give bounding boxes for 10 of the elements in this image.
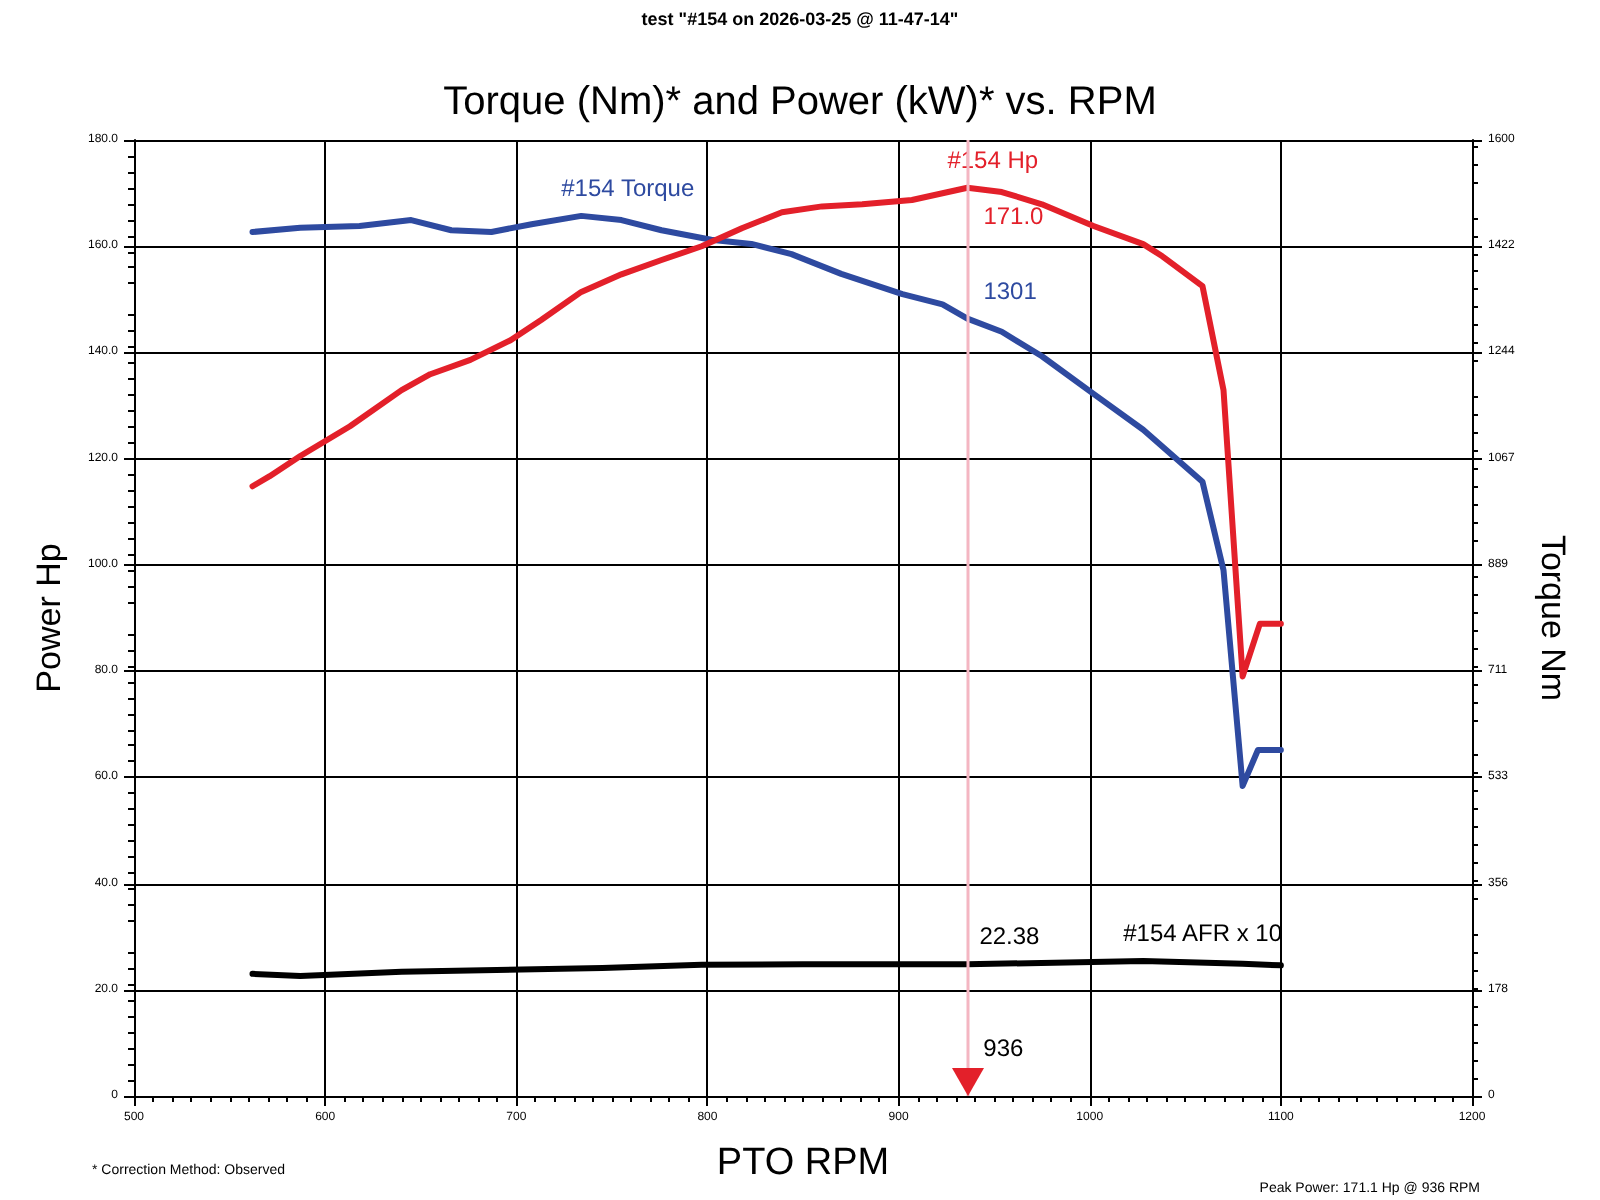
- series-label: #154 Torque: [561, 173, 695, 202]
- ref-line-label: 936: [983, 1034, 1025, 1062]
- y2-axis-title: Torque Nm: [1534, 534, 1573, 702]
- y-axis-title: Power Hp: [30, 543, 69, 693]
- x-axis-title: PTO RPM: [716, 1142, 890, 1184]
- chart-subtitle: test "#154 on 2026-03-25 @ 11-47-14": [641, 9, 959, 29]
- data-label: 171.0: [983, 201, 1045, 230]
- annotation: 22.38: [979, 922, 1041, 951]
- chart-title: Torque (Nm)* and Power (kW)* vs. RPM: [443, 80, 1157, 124]
- data-label: 1301: [983, 276, 1038, 305]
